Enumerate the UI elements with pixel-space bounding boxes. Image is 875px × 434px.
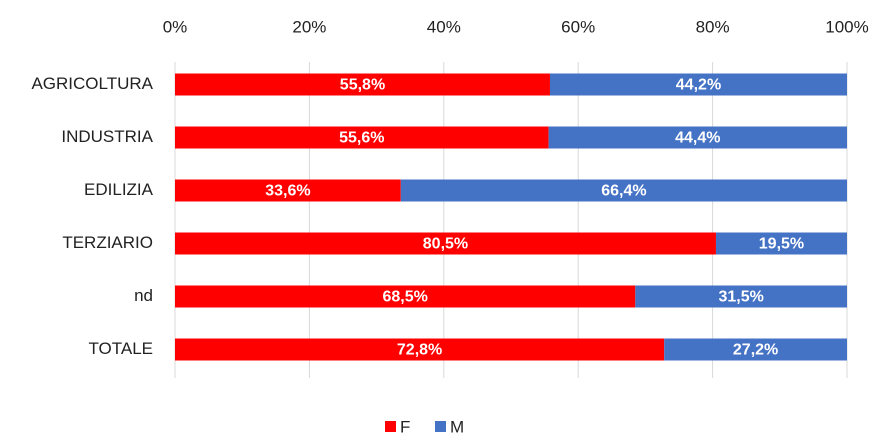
- legend-swatch: [385, 421, 396, 432]
- legend-swatch: [435, 421, 446, 432]
- bar-segment: [175, 232, 716, 255]
- data-label: 55,6%: [339, 130, 384, 147]
- data-label: 68,5%: [382, 289, 427, 306]
- data-label: 19,5%: [759, 236, 804, 253]
- data-label: 31,5%: [718, 289, 763, 306]
- bar-segment: [175, 126, 549, 149]
- bar-segment: [715, 232, 847, 255]
- bar-segment: [664, 338, 847, 361]
- x-tick-label: 0%: [163, 17, 188, 36]
- y-tick-label: INDUSTRIA: [61, 127, 153, 146]
- data-label: 72,8%: [397, 342, 442, 359]
- y-tick-label: EDILIZIA: [84, 180, 154, 199]
- x-tick-label: 100%: [825, 17, 868, 36]
- data-label: 55,8%: [340, 77, 385, 94]
- bar-segment: [175, 73, 550, 96]
- x-tick-label: 60%: [561, 17, 595, 36]
- bar-segment: [175, 338, 665, 361]
- bar-segment: [175, 179, 401, 202]
- bar-segment: [548, 126, 847, 149]
- y-tick-label: TOTALE: [88, 339, 153, 358]
- y-tick-label: TERZIARIO: [62, 233, 153, 252]
- data-label: 80,5%: [423, 236, 468, 253]
- bar-segment: [400, 179, 847, 202]
- bar-segment: [635, 285, 847, 308]
- data-label: 66,4%: [601, 183, 646, 200]
- data-label: 44,2%: [676, 77, 721, 94]
- y-tick-label: nd: [134, 286, 153, 305]
- data-label: 44,4%: [675, 130, 720, 147]
- legend-label: M: [450, 417, 464, 434]
- x-tick-label: 80%: [696, 17, 730, 36]
- y-tick-label: AGRICOLTURA: [31, 74, 153, 93]
- x-tick-label: 40%: [427, 17, 461, 36]
- bar-segment: [549, 73, 847, 96]
- bar-segment: [175, 285, 636, 308]
- legend-label: F: [400, 417, 410, 434]
- x-tick-label: 20%: [292, 17, 326, 36]
- data-label: 33,6%: [265, 183, 310, 200]
- data-label: 27,2%: [733, 342, 778, 359]
